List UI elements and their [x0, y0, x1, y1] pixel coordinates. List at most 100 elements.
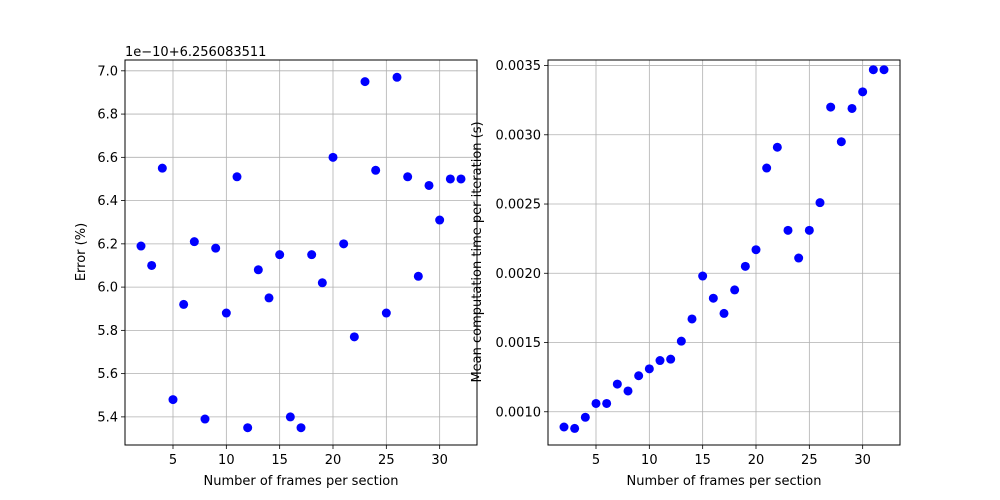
error-x-tick-label: 30: [431, 453, 448, 468]
time-point: [730, 285, 740, 295]
time-point: [644, 364, 654, 374]
time-point: [868, 65, 878, 75]
error-point: [168, 395, 178, 405]
error-x-tick-label: 25: [378, 453, 395, 468]
error-point: [232, 172, 242, 182]
time-point: [847, 103, 857, 113]
error-y-tick-label: 6.6: [97, 151, 118, 166]
error-ticks: 5 10 15 20 25 30 5.4 5.6 5.8 6.0 6.2 6.4 6.6 6.8 7.0: [97, 64, 448, 468]
error-point: [413, 271, 423, 281]
time-point: [836, 137, 846, 147]
time-y-tick-label: 0.0030: [496, 128, 542, 143]
error-y-tick-label: 6.4: [97, 194, 118, 209]
error-x-axis-label: Number of frames per section: [203, 474, 398, 489]
time-x-tick-label: 10: [641, 453, 658, 468]
time-point: [655, 356, 665, 366]
error-point: [157, 163, 167, 173]
error-point: [360, 77, 370, 87]
error-point: [381, 308, 391, 318]
error-point: [296, 423, 306, 433]
time-points: [559, 65, 889, 433]
time-point: [740, 261, 750, 271]
error-point: [435, 215, 445, 225]
time-point: [804, 225, 814, 235]
time-point: [751, 245, 761, 255]
error-y-tick-label: 7.0: [97, 64, 118, 79]
time-x-tick-label: 15: [694, 453, 711, 468]
time-y-tick-label: 0.0025: [496, 198, 542, 213]
time-point: [879, 65, 889, 75]
time-y-tick-label: 0.0035: [496, 59, 542, 74]
error-point: [200, 414, 210, 424]
error-point: [371, 165, 381, 175]
error-y-tick-label: 5.6: [97, 367, 118, 382]
time-ticks: 5 10 15 20 25 30 0.0010 0.0015 0.0020 0.0025 0.003…: [496, 59, 871, 468]
error-point: [179, 299, 189, 309]
error-point: [445, 174, 455, 184]
error-points: [136, 72, 466, 433]
error-y-tick-label: 5.8: [97, 324, 118, 339]
time-grid: [548, 60, 900, 445]
time-plot-area: [548, 60, 900, 445]
error-y-offset-label: 1e−10+6.256083511: [125, 45, 266, 60]
time-x-tick-label: 30: [854, 453, 871, 468]
error-x-tick-label: 20: [325, 453, 342, 468]
error-y-tick-label: 6.2: [97, 237, 118, 252]
error-point: [456, 174, 466, 184]
error-point: [424, 180, 434, 190]
error-plot-area: [125, 60, 477, 445]
error-point: [264, 293, 274, 303]
time-point: [602, 398, 612, 408]
time-y-axis-label: Mean computation time per iteration (s): [470, 121, 485, 382]
error-point: [243, 423, 253, 433]
time-point: [687, 314, 697, 324]
time-axes-frame: [547, 59, 901, 446]
time-point: [719, 308, 729, 318]
time-x-axis-label: Number of frames per section: [626, 474, 821, 489]
error-point: [339, 239, 349, 249]
error-point: [136, 241, 146, 251]
time-point: [612, 379, 622, 389]
error-point: [349, 332, 359, 342]
time-point: [794, 253, 804, 263]
error-point: [285, 412, 295, 422]
time-y-tick-label: 0.0015: [496, 336, 542, 351]
time-point: [580, 412, 590, 422]
error-point: [253, 265, 263, 275]
time-x-tick-label: 25: [801, 453, 818, 468]
error-point: [317, 278, 327, 288]
error-x-tick-label: 10: [218, 453, 235, 468]
error-point: [147, 260, 157, 270]
error-point: [403, 172, 413, 182]
time-chart: 5 10 15 20 25 30 0.0010 0.0015 0.0020 0.0025 0.003…: [470, 59, 901, 489]
error-chart: 5 10 15 20 25 30 5.4 5.6 5.8 6.0 6.2 6.4 6.6 6.8 7.0 1…: [74, 45, 478, 489]
time-y-tick-label: 0.0010: [496, 405, 542, 420]
time-point: [772, 142, 782, 152]
error-x-tick-label: 5: [169, 453, 177, 468]
time-point: [708, 293, 718, 303]
error-point: [189, 237, 199, 247]
error-axes-frame: [124, 59, 478, 446]
error-y-tick-label: 6.8: [97, 108, 118, 123]
time-point: [570, 423, 580, 433]
time-point: [826, 102, 836, 112]
time-point: [676, 336, 686, 346]
time-point: [858, 87, 868, 97]
error-y-axis-label: Error (%): [74, 223, 89, 281]
time-point: [666, 354, 676, 364]
error-x-tick-label: 15: [271, 453, 288, 468]
time-x-tick-label: 20: [748, 453, 765, 468]
time-point: [591, 398, 601, 408]
time-point: [634, 371, 644, 381]
error-point: [392, 72, 402, 82]
error-y-tick-label: 6.0: [97, 281, 118, 296]
error-point: [221, 308, 231, 318]
time-point: [783, 225, 793, 235]
error-y-tick-label: 5.4: [97, 410, 118, 425]
error-point: [307, 250, 317, 260]
error-point: [211, 243, 221, 253]
time-point: [762, 163, 772, 173]
error-point: [275, 250, 285, 260]
time-y-tick-label: 0.0020: [496, 267, 542, 282]
